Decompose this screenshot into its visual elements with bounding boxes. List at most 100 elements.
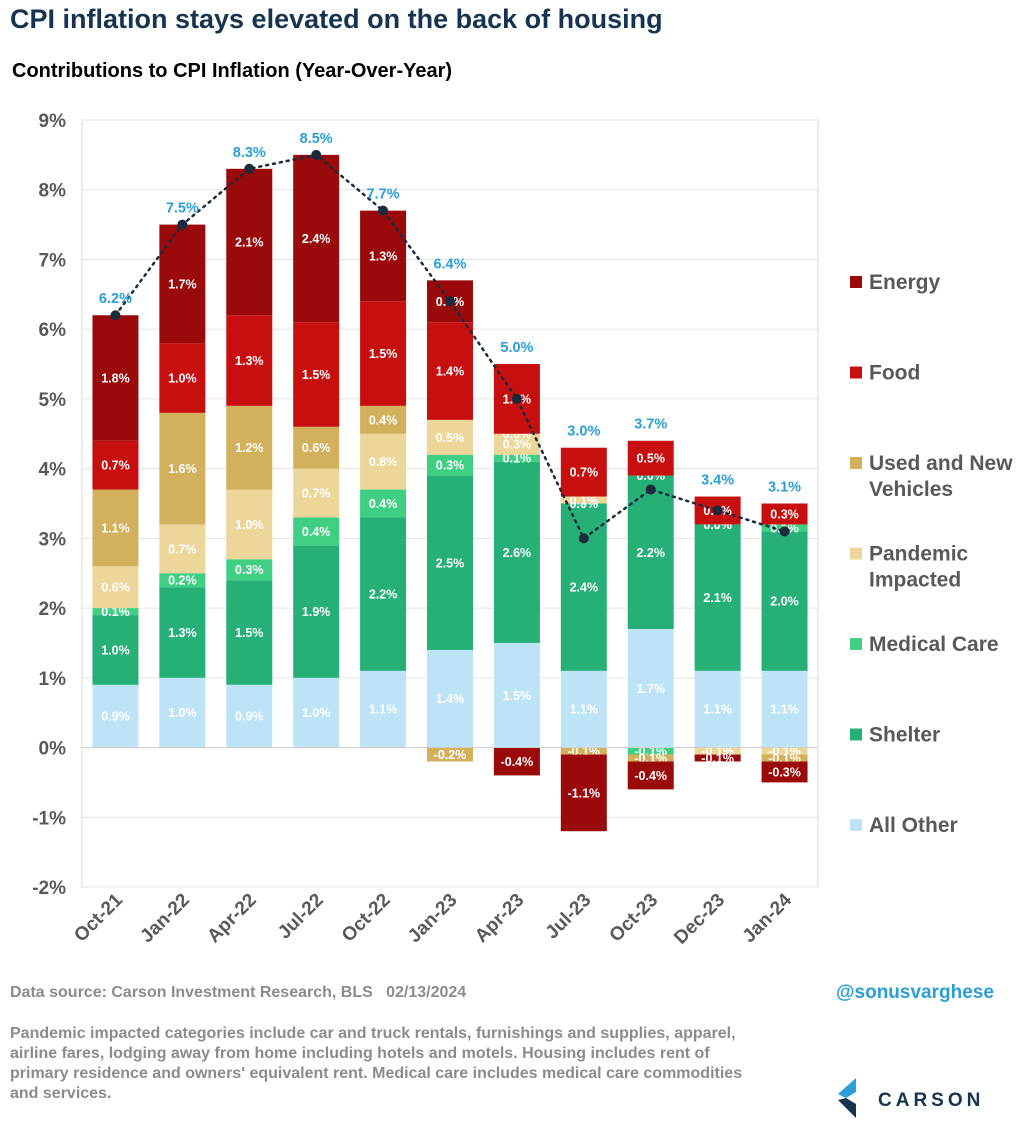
y-tick-label: 6% <box>39 320 67 341</box>
y-tick-label: 7% <box>39 250 67 271</box>
author-handle[interactable]: @sonusvarghese <box>836 982 994 1003</box>
bar-segment-all-other <box>226 684 273 748</box>
total-label: 3.0% <box>567 424 600 440</box>
bar-segment-all-other <box>694 670 741 748</box>
bar-segment-shelter <box>293 545 340 678</box>
total-point <box>712 505 723 516</box>
legend-item-label: Medical Care <box>869 633 999 656</box>
total-label: 6.2% <box>99 291 132 307</box>
legend-item-label: Pandemic Impacted <box>869 543 969 592</box>
x-tick-label: Jan-22 <box>136 890 193 947</box>
data-label: 1.5% <box>235 626 264 640</box>
bar-segment-energy <box>560 754 607 832</box>
bar-segment-food <box>627 440 674 476</box>
data-label: 2.2% <box>369 588 398 602</box>
x-tick-label: Jan-24 <box>739 889 797 947</box>
data-label: 1.5% <box>503 689 532 703</box>
total-point <box>578 533 589 544</box>
bar-segment-shelter <box>226 580 273 685</box>
bar-segment-shelter <box>493 461 540 643</box>
stacked-bar-chart: -2% -1% 0% 1% 2% 3% 4% 5% 6% 7% 8% 9% 0.9% 1.0% 0.9% 1.… <box>32 111 1013 949</box>
legend-item-label: Shelter <box>869 724 940 747</box>
data-label: 1.7% <box>636 682 665 696</box>
bar-segment-used-and-new-vehicles <box>427 747 473 762</box>
data-label: 0.7% <box>101 459 130 473</box>
data-label: 0.5% <box>436 431 465 445</box>
x-tick-label: Oct-23 <box>606 890 663 947</box>
bar-segment-pandemic-impacted <box>427 419 473 455</box>
chart-title: CPI inflation stays elevated on the back… <box>10 4 663 34</box>
carson-logo-mark-icon <box>838 1078 856 1118</box>
x-tick-label: Oct-22 <box>338 890 395 947</box>
bar-segment-all-other <box>560 670 607 748</box>
bar-segment-all-other <box>92 684 139 748</box>
methodology-note: Pandemic impacted categories include car… <box>10 1025 743 1102</box>
data-source-note: Data source: Carson Investment Research,… <box>10 984 467 1001</box>
bar-segment-medical-care <box>92 608 139 616</box>
data-label: -0.3% <box>768 765 801 779</box>
total-point <box>779 526 790 537</box>
bar-segment-food <box>226 315 273 406</box>
bar-segment-medical-care <box>226 559 273 581</box>
bar-segment-medical-care <box>293 517 340 546</box>
x-tick-label: Jan-23 <box>404 890 461 947</box>
x-tick-label: Jul-22 <box>274 890 328 944</box>
data-label: 1.5% <box>302 368 331 382</box>
data-label: 0.9% <box>101 710 130 724</box>
y-tick-label: 9% <box>39 111 67 132</box>
bar-segment-pandemic-impacted <box>226 489 273 560</box>
legend-item-label: All Other <box>869 814 958 837</box>
data-label: 1.3% <box>369 249 398 263</box>
bar-segment-pandemic-impacted <box>293 468 340 518</box>
bar-segment-used-and-new-vehicles <box>226 405 273 490</box>
bar-segment-all-other <box>159 677 206 748</box>
total-point <box>378 205 389 216</box>
data-label: 2.4% <box>570 581 599 595</box>
data-label: -0.4% <box>501 755 534 769</box>
data-label: 0.7% <box>302 487 331 501</box>
bar-segment-used-and-new-vehicles <box>92 489 139 567</box>
total-point <box>445 296 455 307</box>
y-tick-label: 2% <box>39 599 67 620</box>
bar-segment-energy <box>226 168 273 316</box>
data-label: -0.1% <box>701 752 734 766</box>
data-label: 1.1% <box>703 703 732 717</box>
bar-segment-pandemic-impacted <box>493 433 540 455</box>
y-tick-label: 1% <box>39 669 67 690</box>
bar-segment-pandemic-impacted <box>360 433 407 490</box>
data-label: 0.4% <box>369 497 398 511</box>
bar-segment-energy <box>627 761 674 790</box>
data-label: 1.5% <box>369 347 398 361</box>
bar-segment-pandemic-impacted <box>159 524 206 574</box>
x-tick-label: Oct-21 <box>70 889 127 946</box>
total-label: 5.0% <box>500 340 533 356</box>
data-label: 0.5% <box>636 452 665 466</box>
bar-segment-used-and-new-vehicles <box>360 405 407 434</box>
data-label: 0.3% <box>235 563 264 577</box>
bar-segment-energy <box>293 154 340 323</box>
data-label: 0.3% <box>770 507 799 521</box>
y-tick-label: -2% <box>32 878 66 899</box>
bar-segment-shelter <box>360 517 407 671</box>
data-label: 0.6% <box>302 441 331 455</box>
data-label: 1.6% <box>168 462 197 476</box>
bar-segment-food <box>761 503 808 525</box>
legend-swatch <box>850 547 862 560</box>
data-label: 1.2% <box>235 441 264 455</box>
data-label: 1.3% <box>235 354 264 368</box>
data-label: 0.4% <box>369 413 398 427</box>
y-tick-label: 3% <box>39 529 67 550</box>
data-label: 0.3% <box>503 438 532 452</box>
data-label: 1.0% <box>101 643 130 657</box>
data-label: 0.9% <box>235 710 264 724</box>
bar-segment-energy <box>493 747 540 776</box>
data-label: 1.0% <box>235 518 264 532</box>
data-label: 1.0% <box>168 706 197 720</box>
data-label: 2.4% <box>302 232 331 246</box>
bar-segment-all-other <box>427 649 473 748</box>
y-tick-label: 0% <box>39 739 67 760</box>
total-point <box>110 310 121 321</box>
total-label: 3.1% <box>768 480 801 496</box>
legend-swatch <box>850 276 862 288</box>
bar-segment-medical-care <box>159 573 206 588</box>
